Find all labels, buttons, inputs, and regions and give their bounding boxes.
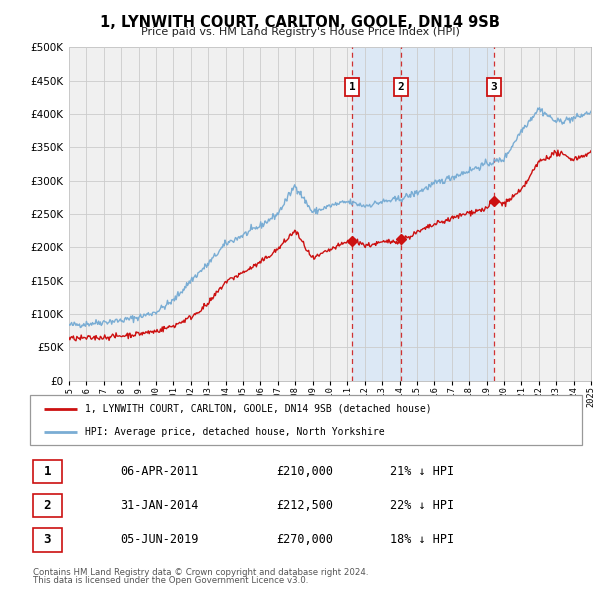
- Text: 18% ↓ HPI: 18% ↓ HPI: [390, 533, 454, 546]
- Text: 3: 3: [491, 82, 497, 92]
- Text: 1: 1: [44, 465, 51, 478]
- Text: 21% ↓ HPI: 21% ↓ HPI: [390, 465, 454, 478]
- Text: 2: 2: [44, 499, 51, 512]
- Text: £210,000: £210,000: [276, 465, 333, 478]
- FancyBboxPatch shape: [30, 395, 582, 445]
- Text: This data is licensed under the Open Government Licence v3.0.: This data is licensed under the Open Gov…: [33, 576, 308, 585]
- Bar: [401, 47, 494, 381]
- Text: Contains HM Land Registry data © Crown copyright and database right 2024.: Contains HM Land Registry data © Crown c…: [33, 568, 368, 577]
- Text: 1, LYNWITH COURT, CARLTON, GOOLE, DN14 9SB (detached house): 1, LYNWITH COURT, CARLTON, GOOLE, DN14 9…: [85, 404, 432, 414]
- Text: 05-JUN-2019: 05-JUN-2019: [120, 533, 199, 546]
- Bar: [352, 47, 401, 381]
- Text: 2: 2: [398, 82, 404, 92]
- Text: 3: 3: [44, 533, 51, 546]
- Text: 22% ↓ HPI: 22% ↓ HPI: [390, 499, 454, 512]
- Text: £270,000: £270,000: [276, 533, 333, 546]
- Text: £212,500: £212,500: [276, 499, 333, 512]
- Text: 1, LYNWITH COURT, CARLTON, GOOLE, DN14 9SB: 1, LYNWITH COURT, CARLTON, GOOLE, DN14 9…: [100, 15, 500, 30]
- Text: HPI: Average price, detached house, North Yorkshire: HPI: Average price, detached house, Nort…: [85, 427, 385, 437]
- Text: Price paid vs. HM Land Registry's House Price Index (HPI): Price paid vs. HM Land Registry's House …: [140, 27, 460, 37]
- Text: 1: 1: [349, 82, 355, 92]
- Text: 31-JAN-2014: 31-JAN-2014: [120, 499, 199, 512]
- Text: 06-APR-2011: 06-APR-2011: [120, 465, 199, 478]
